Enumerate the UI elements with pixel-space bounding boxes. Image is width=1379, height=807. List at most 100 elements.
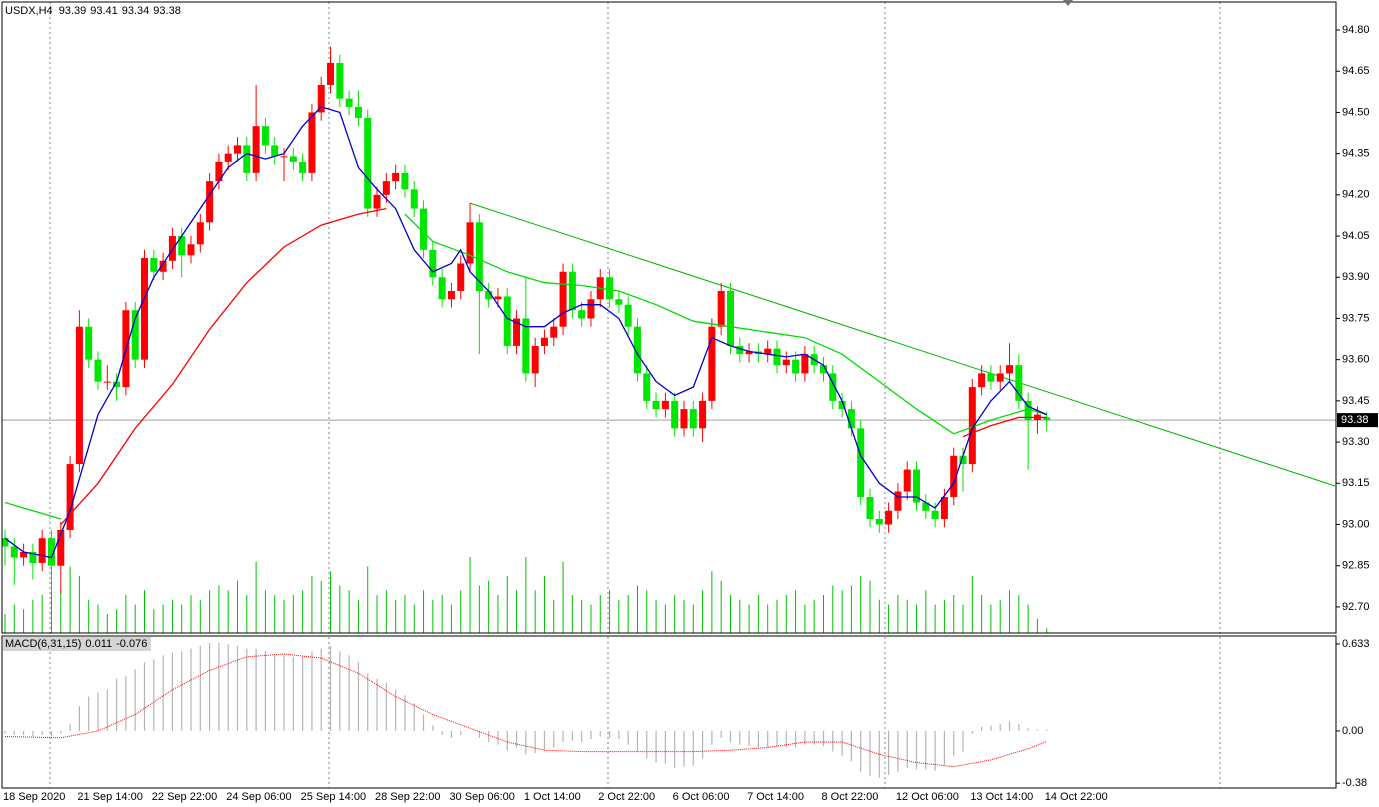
y-tick-label: 93.45 [1342,395,1370,407]
candle-body [103,381,111,383]
candle-body [47,538,55,566]
macd-value: 0.011 [85,638,112,650]
candle-body [336,62,344,99]
candle-body [206,181,214,223]
candle-body [522,318,530,374]
scroll-marker [1063,0,1073,6]
candle-body [708,326,716,401]
y-tick-label: 93.15 [1342,477,1370,489]
x-tick-label: 6 Oct 06:00 [673,791,730,803]
y-tick-label: 94.35 [1342,148,1370,160]
y-tick-label: 93.90 [1342,271,1370,283]
signal-line [4,653,1047,768]
y-tick-label: 0.633 [1342,638,1370,650]
macd-title: MACD(6,31,15) [5,638,81,650]
price-label: 93.38 [1341,414,1369,426]
candle-body [736,345,744,355]
candle-body [866,497,874,519]
y-tick-label: -0.38 [1342,777,1367,789]
signal-value: -0.076 [116,638,147,650]
macd-panel-frame [1,635,1337,789]
candle-body [66,464,74,530]
candle-body [922,502,930,511]
candle-body [1024,400,1032,421]
candle-body [633,326,641,374]
main-panel-frame [1,1,1337,634]
candle-body [550,326,558,338]
candle-body [913,469,921,503]
candle-body [429,249,437,278]
candle-body [950,455,958,498]
candle-body [168,236,176,261]
candle-body [773,348,781,366]
candle-body [85,326,93,360]
y-tick-label: 92.70 [1342,601,1370,613]
candle-body [289,156,297,162]
candle-body [382,181,390,195]
x-tick-label: 8 Oct 22:00 [821,791,878,803]
candle-body [726,290,734,346]
candle-body [540,337,548,346]
plot-area [1,46,1336,778]
candle-body [75,326,83,465]
candle-body [615,299,623,305]
y-tick-label: 94.65 [1342,65,1370,77]
candle-body [606,277,614,300]
macd-label-background [3,637,151,651]
candle-body [643,373,651,401]
x-tick-label: 24 Sep 06:00 [226,791,291,803]
candle-body [1043,417,1051,421]
moving-average [4,106,1047,559]
candle-body [187,244,195,256]
candle-body [57,529,65,566]
price-label-box [1337,413,1378,428]
low-value: 93.34 [122,5,150,17]
candle-body [447,290,455,300]
y-tick-label: 92.85 [1342,560,1370,572]
x-tick-label: 30 Sep 06:00 [449,791,514,803]
candle-body [503,296,511,346]
candle-body [829,373,837,401]
candle-body [931,510,939,519]
candle-body [968,387,976,465]
x-tick-label: 14 Oct 22:00 [1045,791,1108,803]
candle-body [699,400,707,429]
separators [49,2,1221,788]
candle-body [857,428,865,498]
candle-body [987,373,995,382]
candle-body [113,381,121,388]
candle-body [1,538,9,547]
candle-body [531,345,539,374]
candle-body [792,359,800,374]
chart-header: USDX,H4 93.39 93.41 93.34 93.38 [5,5,181,17]
candle-body [234,145,242,154]
candle-body [345,98,353,107]
y-tick-label: 94.20 [1342,189,1370,201]
candle-body [959,455,967,465]
candle-body [559,271,567,327]
candle-body [271,145,279,157]
candle-body [150,258,158,272]
candle-body [261,126,269,146]
candle-body [624,304,632,327]
candle-body [894,491,902,511]
candle-body [717,290,725,327]
candle-body [327,62,335,85]
candle-body [680,409,688,429]
candle-body [1015,365,1023,401]
candle-body [745,351,753,355]
open-value: 93.39 [59,5,87,17]
moving-average [4,213,1047,520]
candle-body [578,310,586,319]
candle-body [308,112,316,173]
candle-body [587,299,595,319]
candle-body [661,400,669,410]
candle-body [838,400,846,410]
candle-body [438,277,446,300]
candle-body [373,194,381,209]
candle-body [401,172,409,190]
candle-body [10,546,18,558]
candle-body [410,189,418,209]
x-tick-label: 25 Sep 14:00 [301,791,366,803]
